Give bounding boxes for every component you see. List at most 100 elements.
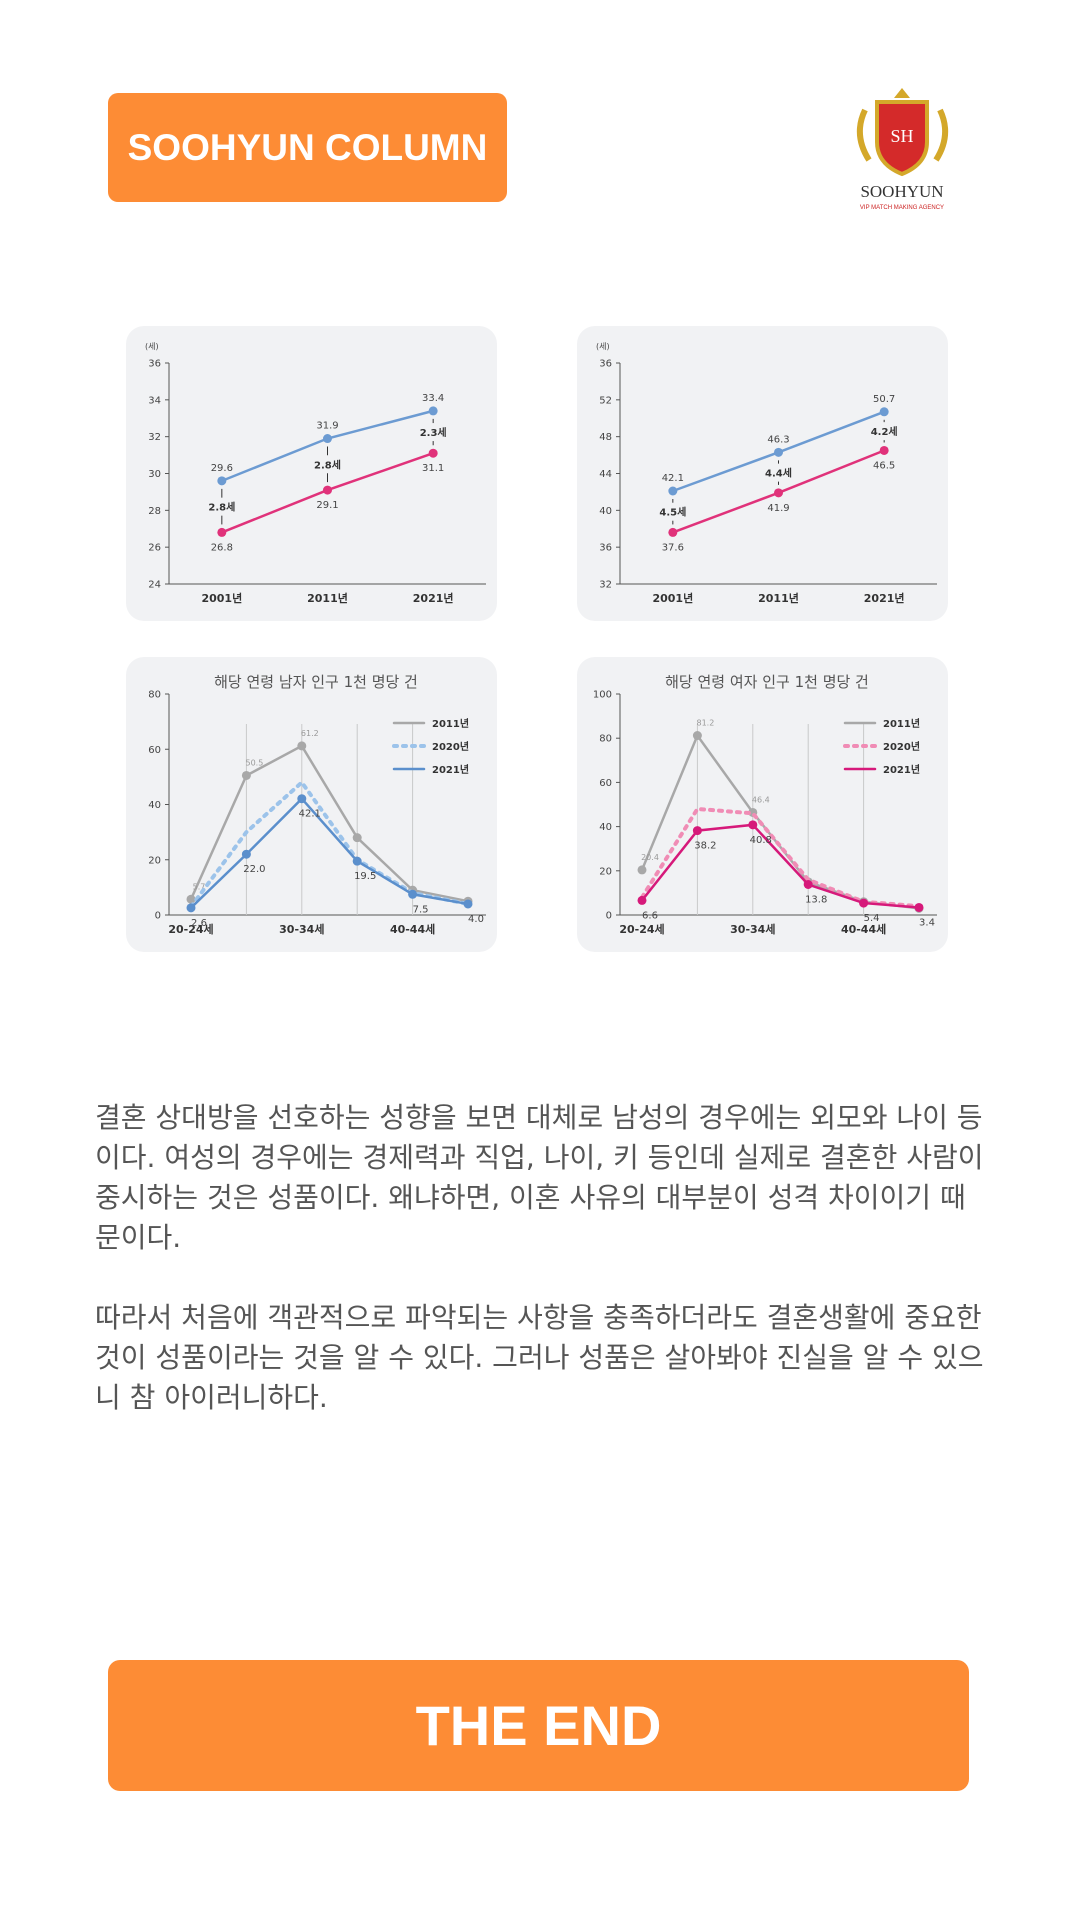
data-point [428, 406, 438, 416]
difference-label: 2.3세 [420, 426, 447, 439]
data-label: 46.4 [752, 795, 770, 804]
legend-label: 2021년 [432, 763, 469, 776]
card-background [126, 326, 497, 621]
x-tick-label: 30-34세 [730, 922, 775, 936]
data-label: 3.4 [919, 917, 935, 928]
data-point [748, 820, 758, 830]
data-label: 42.1 [662, 473, 684, 484]
x-tick-label: 20-24세 [619, 922, 664, 936]
difference-label: 2.8세 [208, 501, 235, 514]
data-point [297, 794, 307, 804]
y-tick-label: 36 [599, 543, 612, 554]
data-label: 61.2 [301, 729, 319, 738]
data-point [637, 865, 647, 875]
y-tick-label: 0 [155, 911, 161, 922]
data-label: 5.7 [193, 882, 206, 891]
difference-label: 2.8세 [314, 458, 341, 471]
data-point [803, 880, 813, 890]
y-tick-label: 80 [148, 690, 161, 701]
y-tick-label: 48 [599, 432, 612, 443]
data-label: 38.2 [694, 841, 716, 852]
data-point [323, 434, 332, 444]
unit-label: (세) [596, 342, 610, 351]
column-badge: SOOHYUN COLUMN [108, 93, 507, 202]
data-label: 42.1 [299, 809, 321, 820]
data-point [352, 833, 362, 843]
data-label: 2.6 [191, 918, 207, 929]
y-tick-label: 36 [148, 359, 161, 370]
x-tick-label: 20-24세 [168, 922, 213, 936]
data-label: 22.0 [243, 864, 265, 875]
y-tick-label: 0 [606, 911, 612, 922]
y-tick-label: 100 [593, 690, 612, 701]
crown [894, 88, 910, 98]
x-tick-label: 2001년 [201, 591, 242, 605]
paragraph: 결혼 상대방을 선호하는 성향을 보면 대체로 남성의 경우에는 외모와 나이 … [95, 1101, 984, 1254]
logo-tagline: VIP MATCH MAKING AGENCY [860, 205, 944, 211]
data-point [352, 856, 362, 866]
legend-label: 2011년 [432, 717, 469, 730]
x-tick-label: 2011년 [307, 591, 348, 605]
chart-title: 해당 연령 여자 인구 1천 명당 건 [665, 673, 869, 691]
series-line [189, 744, 470, 903]
x-tick-label: 2021년 [864, 591, 905, 605]
data-label: 50.5 [245, 758, 263, 767]
y-tick-label: 36 [599, 359, 612, 370]
data-label: 5.4 [864, 913, 880, 924]
data-point [668, 527, 678, 537]
data-label: 31.9 [316, 421, 338, 432]
data-label: 6.6 [642, 910, 658, 921]
data-point [668, 486, 678, 496]
y-tick-label: 20 [599, 866, 612, 877]
data-point [408, 889, 418, 899]
data-label: 50.7 [873, 394, 895, 405]
chart-card: 0 20 40 60 80 20-24세 30-34세 40-44세 해당 연령 남자 인구 1… [126, 657, 497, 952]
unit-label: (세) [145, 342, 159, 351]
x-tick-label: 2001년 [652, 591, 693, 605]
data-point [217, 527, 227, 537]
data-point [914, 902, 924, 912]
card-background [577, 326, 948, 621]
data-point [217, 476, 227, 486]
legend-label: 2020년 [883, 740, 920, 753]
body-text: 결혼 상대방을 선호하는 성향을 보면 대체로 남성의 경우에는 외모와 나이 … [95, 1098, 985, 1458]
paragraph: 따라서 처음에 객관적으로 파악되는 사항을 충족하더라도 결혼생활에 중요한 … [95, 1301, 984, 1414]
legend-label: 2011년 [883, 717, 920, 730]
y-tick-label: 32 [148, 432, 161, 443]
data-label: 13.8 [805, 895, 827, 906]
data-point [241, 849, 251, 859]
y-tick-label: 40 [599, 506, 612, 517]
card-background [577, 657, 948, 952]
data-label: 4.0 [468, 914, 484, 925]
data-point [859, 898, 869, 908]
chart-card: 0 20 40 60 80 100 20-24세 30-34세 40-44세 해당 연령 여자 인… [577, 657, 948, 952]
data-point [463, 899, 473, 909]
data-label: 46.3 [767, 434, 789, 445]
data-point [297, 741, 307, 751]
y-tick-label: 32 [599, 580, 612, 591]
x-tick-label: 2011년 [758, 591, 799, 605]
ornament [856, 108, 949, 162]
y-tick-label: 34 [148, 395, 161, 406]
data-label: 33.4 [422, 393, 444, 404]
data-label: 7.5 [413, 904, 429, 915]
x-tick-label: 2021년 [413, 591, 454, 605]
y-tick-label: 40 [148, 800, 161, 811]
data-label: 19.5 [354, 871, 376, 882]
data-label: 41.9 [767, 503, 789, 514]
data-label: 81.2 [696, 719, 714, 728]
legend-label: 2020년 [432, 740, 469, 753]
data-label: 20.4 [641, 853, 659, 862]
y-tick-label: 60 [148, 745, 161, 756]
series-line [189, 796, 470, 910]
y-tick-label: 60 [599, 778, 612, 789]
card-background [126, 657, 497, 952]
difference-label: 4.4세 [765, 467, 792, 480]
data-point [186, 894, 196, 904]
x-tick-label: 40-44세 [841, 922, 886, 936]
data-point [692, 826, 702, 836]
end-button: THE END [108, 1660, 969, 1791]
chart-card: 32 36 40 44 48 52 36 2001년 2011년 2021년 (세) 42.1 46.3… [577, 326, 948, 621]
data-point [323, 485, 332, 495]
